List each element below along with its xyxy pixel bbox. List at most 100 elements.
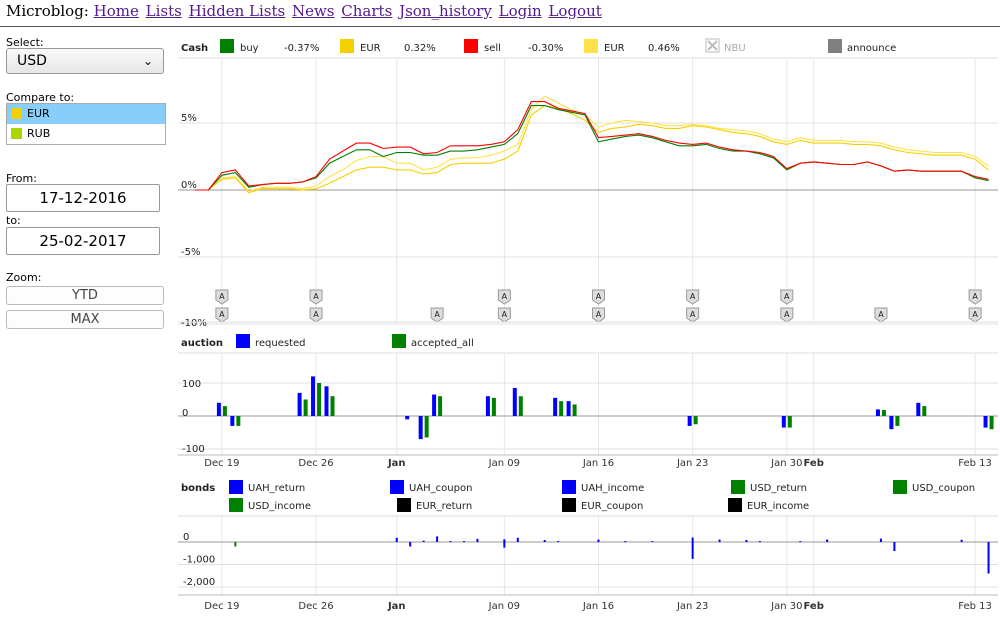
bonds-bar-UAH_return — [987, 542, 990, 574]
announce-flag-label: A — [596, 292, 602, 301]
cash-legend-value: -0.30% — [528, 43, 563, 54]
auction-bar-accepted_all — [922, 406, 927, 416]
from-label: From: — [6, 172, 37, 185]
auction-bar-requested — [216, 402, 221, 416]
zoom-max-button[interactable]: MAX — [6, 310, 164, 329]
announce-flag-marker — [309, 307, 323, 323]
auction-ytick-label: 100 — [182, 379, 201, 390]
auction-bar-accepted_all — [518, 396, 523, 416]
compare-item-eur[interactable]: EUR — [7, 104, 165, 124]
nav-json-history-link[interactable]: Json_history — [399, 2, 492, 20]
bonds-bar-UAH_return — [691, 542, 694, 559]
bonds-bar-UAH_income — [651, 541, 654, 543]
bonds-ytick-label: -1,000 — [183, 555, 215, 566]
auction-bar-accepted_all — [222, 406, 227, 416]
bonds-bar-USD_return — [234, 542, 237, 547]
bonds-bar-UAH_coupon — [516, 537, 519, 542]
nav-hidden-lists-link[interactable]: Hidden Lists — [188, 2, 286, 20]
bonds-legend-label: UAH_income — [581, 483, 644, 494]
bonds-xtick-label: Dec 26 — [298, 601, 333, 612]
auction-bar-accepted_all — [787, 416, 792, 428]
bonds-xtick-label: Jan 23 — [676, 601, 708, 612]
zoom-ytd-button[interactable]: YTD — [6, 286, 164, 305]
nav-login-link[interactable]: Login — [498, 2, 542, 20]
top-nav: Microblog: Home Lists Hidden Lists News … — [6, 2, 604, 20]
announce-flag-marker — [309, 289, 323, 305]
cash-legend-swatch — [464, 39, 478, 53]
auction-xtick-label: Dec 26 — [298, 458, 333, 469]
header-divider — [0, 26, 1000, 27]
auction-xtick-label: Jan 16 — [582, 458, 614, 469]
auction-bar-accepted_all — [491, 397, 496, 416]
auction-bar-requested — [405, 416, 410, 420]
announce-flag-label: A — [502, 292, 508, 301]
auction-bar-accepted_all — [438, 396, 443, 416]
auction-bar-requested — [781, 416, 786, 428]
nav-charts-link[interactable]: Charts — [341, 2, 393, 20]
bonds-xtick-label: Dec 19 — [204, 601, 239, 612]
auction-bar-requested — [485, 396, 490, 416]
announce-flag-label: A — [596, 310, 602, 319]
bonds-xtick-label: Jan 30 — [770, 601, 802, 612]
auction-bar-accepted_all — [895, 416, 900, 426]
auction-legend-swatch — [392, 334, 406, 348]
bonds-bar-UAH_coupon — [436, 536, 439, 542]
to-label: to: — [6, 214, 21, 227]
cash-ytick-label: -10% — [181, 318, 207, 329]
auction-xtick-label: Jan — [387, 458, 406, 469]
cash-legend-label: EUR — [604, 43, 625, 54]
auction-legend-label: requested — [255, 338, 306, 349]
compare-item-rub[interactable]: RUB — [7, 124, 165, 144]
currency-select[interactable]: USD ⌄ — [6, 48, 164, 74]
currency-select-value: USD — [17, 53, 47, 69]
rub-color-swatch — [11, 128, 22, 139]
eur-color-swatch — [11, 108, 22, 119]
auction-ytick-label: -100 — [182, 444, 205, 455]
bonds-legend-label: EUR_return — [416, 501, 472, 512]
cash-ytick-label: 5% — [181, 113, 197, 124]
announce-flag-label: A — [313, 310, 319, 319]
announce-flag-marker — [497, 289, 511, 305]
bonds-legend-swatch — [728, 498, 742, 512]
auction-bar-accepted_all — [989, 416, 994, 430]
bonds-legend-swatch — [893, 480, 907, 494]
cash-legend-value: -0.37% — [284, 43, 319, 54]
bonds-legend-swatch — [229, 480, 243, 494]
announce-flag-marker — [215, 289, 229, 305]
announce-flag-marker — [686, 289, 700, 305]
auction-bar-requested — [875, 409, 880, 416]
auction-bar-accepted_all — [424, 416, 429, 438]
bonds-legend-label: USD_coupon — [912, 483, 975, 494]
bonds-legend-label: UAH_return — [248, 483, 305, 494]
nav-lists-link[interactable]: Lists — [145, 2, 182, 20]
auction-xtick-label: Jan 30 — [770, 458, 802, 469]
auction-bar-requested — [553, 397, 558, 416]
bonds-ytick-label: 0 — [183, 532, 189, 543]
announce-flag-marker — [592, 307, 605, 323]
compare-list: EUR RUB — [6, 103, 166, 145]
auction-bar-requested — [230, 416, 235, 426]
announce-flag-label: A — [784, 292, 790, 301]
bonds-bar-UAH_coupon — [543, 539, 546, 542]
compare-label: Compare to: — [6, 91, 75, 104]
to-date-input[interactable]: 25-02-2017 — [6, 227, 160, 255]
announce-flag-label: A — [219, 310, 225, 319]
bonds-legend-label: USD_income — [248, 501, 311, 512]
bonds-bar-UAH_coupon — [879, 538, 882, 542]
bonds-bar-UAH_coupon — [960, 539, 963, 542]
bonds-legend-label: UAH_coupon — [409, 483, 472, 494]
auction-bar-requested — [566, 401, 571, 416]
auction-bar-accepted_all — [330, 396, 335, 416]
bonds-bar-UAH_coupon — [718, 539, 721, 542]
auction-bar-requested — [297, 392, 302, 416]
nav-news-link[interactable]: News — [291, 2, 335, 20]
from-date-input[interactable]: 17-12-2016 — [6, 184, 160, 212]
nav-logout-link[interactable]: Logout — [548, 2, 602, 20]
zoom-label: Zoom: — [6, 271, 42, 284]
bonds-legend-swatch — [390, 480, 404, 494]
nav-home-link[interactable]: Home — [93, 2, 139, 20]
bonds-xtick-label: Feb — [804, 601, 824, 612]
bonds-bar-UAH_income — [422, 540, 425, 542]
bonds-ytick-label: -2,000 — [183, 577, 215, 588]
select-label: Select: — [6, 36, 44, 49]
